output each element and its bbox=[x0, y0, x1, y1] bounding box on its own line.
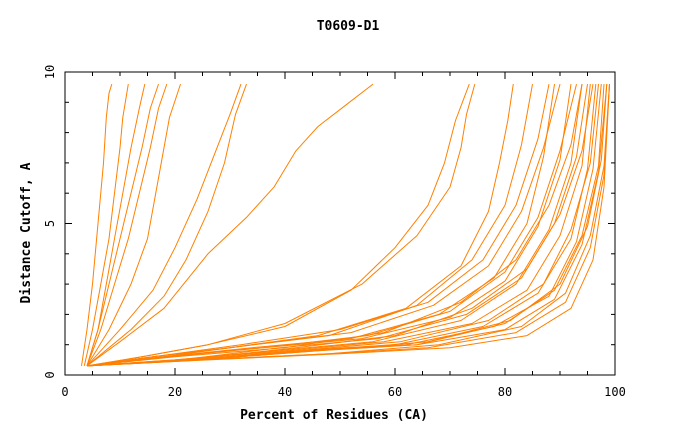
series-lines bbox=[81, 83, 610, 367]
series-line-m26 bbox=[86, 84, 599, 367]
series-line-m11 bbox=[86, 83, 476, 367]
series-line-m24 bbox=[86, 83, 577, 367]
x-tick-label-40: 40 bbox=[278, 385, 292, 399]
series-line-m31 bbox=[86, 84, 608, 367]
series-line-m04 bbox=[86, 83, 159, 367]
y-tick-label-5: 5 bbox=[43, 220, 57, 227]
series-line-m25 bbox=[86, 84, 588, 367]
series-line-m30 bbox=[86, 84, 583, 367]
x-tick-label-80: 80 bbox=[498, 385, 512, 399]
x-axis-label: Percent of Residues (CA) bbox=[240, 408, 428, 423]
series-line-m06 bbox=[86, 83, 181, 367]
axis-ticks: 0 20 40 60 80 100 0 5 10 bbox=[43, 65, 626, 399]
x-tick-label-0: 0 bbox=[61, 385, 68, 399]
series-line-m32 bbox=[86, 84, 610, 367]
series-line-m01 bbox=[81, 83, 113, 366]
series-line-m09 bbox=[86, 83, 374, 367]
y-tick-label-0: 0 bbox=[43, 371, 57, 378]
series-line-m23 bbox=[86, 83, 561, 367]
series-line-m02 bbox=[83, 84, 129, 367]
x-tick-label-20: 20 bbox=[168, 385, 182, 399]
y-axis-label: Distance Cutoff, A bbox=[19, 162, 34, 303]
x-tick-label-60: 60 bbox=[388, 385, 402, 399]
series-line-m08 bbox=[86, 83, 247, 367]
x-tick-label-100: 100 bbox=[604, 385, 626, 399]
series-line-m05 bbox=[86, 83, 168, 367]
y-tick-label-10: 10 bbox=[43, 65, 57, 79]
series-line-m22 bbox=[86, 84, 550, 367]
series-line-m07 bbox=[86, 83, 242, 367]
chart-title: T0609-D1 bbox=[317, 19, 380, 34]
series-line-m29 bbox=[86, 84, 594, 367]
